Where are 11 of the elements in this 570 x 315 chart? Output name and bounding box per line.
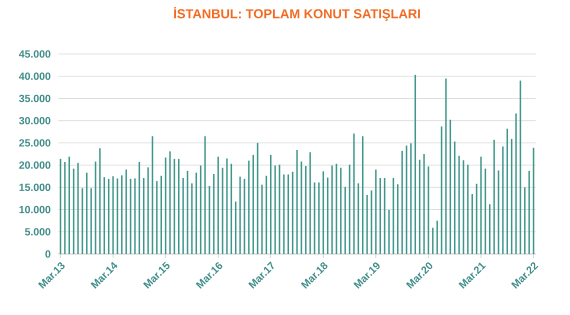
y-tick-label: 5.000: [24, 228, 50, 236]
y-tick-label: 0: [45, 250, 50, 258]
y-tick-label: 40.000: [18, 72, 50, 80]
y-tick-label: 15.000: [19, 184, 50, 192]
y-tick-label: 25.000: [19, 139, 50, 147]
y-tick-label: 30.000: [19, 116, 50, 124]
y-tick-label: 20.000: [19, 161, 50, 169]
y-tick-label: 35.000: [19, 94, 50, 102]
chart-title: İSTANBUL: TOPLAM KONUT SATIŞLARI: [174, 7, 420, 21]
y-tick-label: 45.000: [18, 50, 50, 58]
y-tick-label: 10.000: [19, 206, 50, 214]
